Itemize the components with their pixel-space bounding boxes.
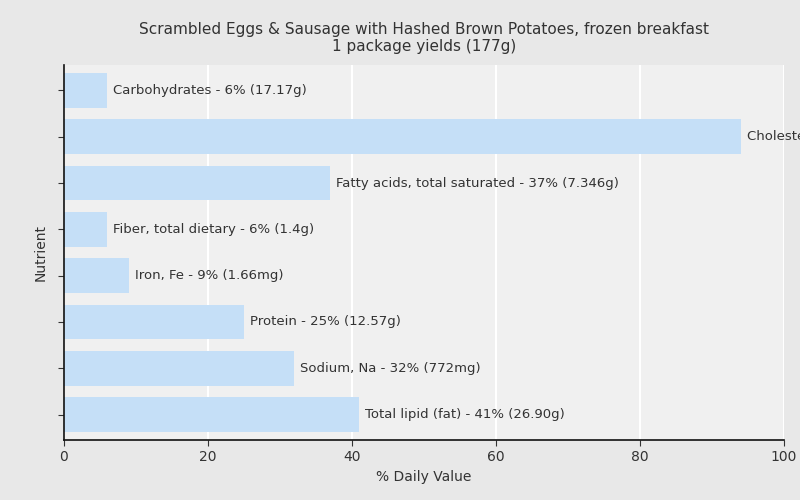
Bar	[64, 351, 294, 386]
Text: Iron, Fe - 9% (1.66mg): Iron, Fe - 9% (1.66mg)	[134, 269, 283, 282]
Text: Carbohydrates - 6% (17.17g): Carbohydrates - 6% (17.17g)	[113, 84, 306, 97]
Bar	[64, 397, 359, 432]
Bar	[64, 212, 107, 246]
Bar	[64, 304, 244, 340]
Text: Sodium, Na - 32% (772mg): Sodium, Na - 32% (772mg)	[300, 362, 481, 374]
Text: Fiber, total dietary - 6% (1.4g): Fiber, total dietary - 6% (1.4g)	[113, 223, 314, 236]
Bar	[64, 73, 107, 108]
Text: Fatty acids, total saturated - 37% (7.346g): Fatty acids, total saturated - 37% (7.34…	[336, 176, 619, 190]
X-axis label: % Daily Value: % Daily Value	[376, 470, 472, 484]
Title: Scrambled Eggs & Sausage with Hashed Brown Potatoes, frozen breakfast
1 package : Scrambled Eggs & Sausage with Hashed Bro…	[139, 22, 709, 54]
Bar	[64, 166, 330, 200]
Text: Protein - 25% (12.57g): Protein - 25% (12.57g)	[250, 316, 401, 328]
Bar	[64, 120, 741, 154]
Text: Total lipid (fat) - 41% (26.90g): Total lipid (fat) - 41% (26.90g)	[365, 408, 565, 421]
Bar	[64, 258, 129, 293]
Text: Cholesterol - 94% (283mg): Cholesterol - 94% (283mg)	[746, 130, 800, 143]
Y-axis label: Nutrient: Nutrient	[34, 224, 48, 281]
